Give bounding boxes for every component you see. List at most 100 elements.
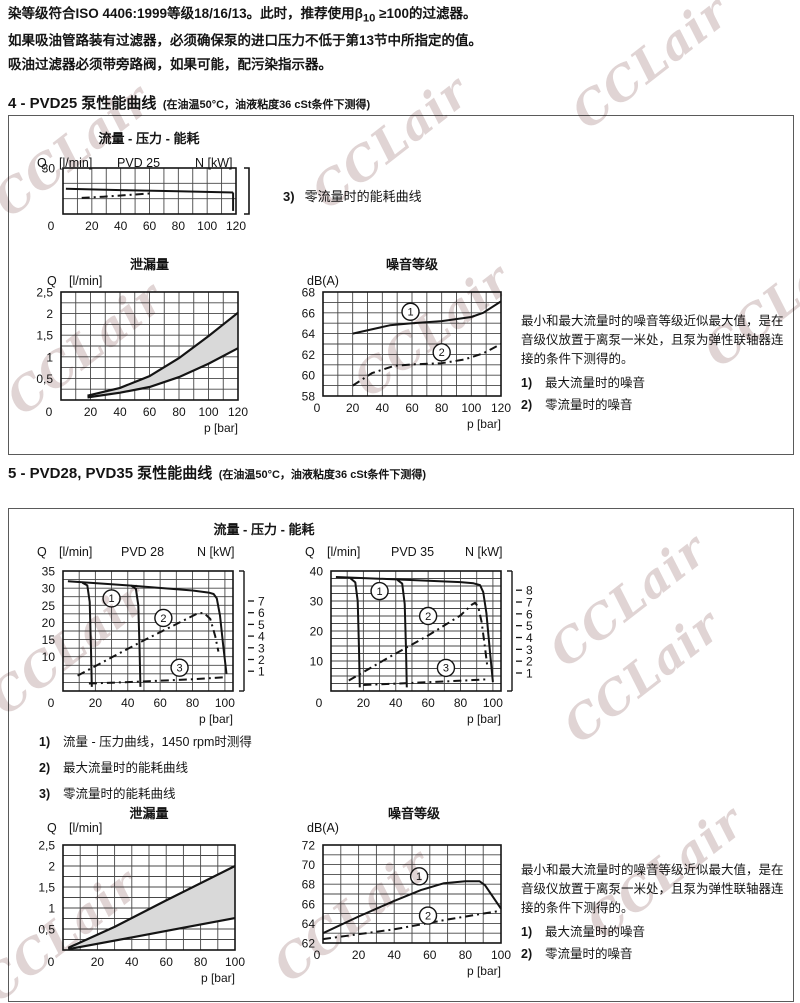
pvd28-flow-pressure-chart: 1 2 3 0 20 40 60 80 100 35 30 25 20 15 10 p [bar] 7 6 5 4 3 2… xyxy=(17,563,281,740)
svg-text:3: 3 xyxy=(443,663,449,675)
pvd25-leakage-chart: 0 20 40 60 80 100 120 2,5 2 1,5 1 0,5 p [bar] xyxy=(15,286,284,449)
item-number: 3) xyxy=(39,787,51,801)
item-text: 流量 - 压力曲线，1450 rpm时测得 xyxy=(63,735,252,749)
svg-text:0,5: 0,5 xyxy=(38,923,55,937)
svg-text:40: 40 xyxy=(114,219,128,232)
svg-text:8: 8 xyxy=(526,584,533,598)
svg-text:p [bar]: p [bar] xyxy=(467,964,501,978)
svg-text:60: 60 xyxy=(143,219,157,232)
svg-text:68: 68 xyxy=(302,286,316,300)
svg-text:40: 40 xyxy=(388,948,402,962)
noise-note-paragraph: 最小和最大流量时的噪音等级近似最大值，是在音级仪放置于离泵一米处，且泵为弹性联轴… xyxy=(521,863,784,915)
svg-text:72: 72 xyxy=(302,839,316,853)
q-axis-unit: [l/min] xyxy=(327,545,361,559)
q-axis-label: Q xyxy=(47,274,57,288)
noise-level-title: 噪音等级 xyxy=(385,257,438,272)
noise-note-paragraph: 最小和最大流量时的噪音等级近似最大值，是在音级仪放置于离泵一米处，且泵为弹性联轴… xyxy=(521,314,784,366)
svg-text:100: 100 xyxy=(198,405,218,419)
svg-text:120: 120 xyxy=(491,401,511,415)
svg-text:0: 0 xyxy=(314,948,321,962)
svg-text:p [bar]: p [bar] xyxy=(201,971,235,985)
svg-text:40: 40 xyxy=(113,405,127,419)
section5-title: 5 - PVD28, PVD35 泵性能曲线 xyxy=(8,465,213,482)
item-number: 1) xyxy=(521,376,533,390)
svg-text:15: 15 xyxy=(42,633,56,647)
noise-item-1: 1) 最大流量时的噪音 xyxy=(521,921,645,940)
svg-text:60: 60 xyxy=(302,369,316,383)
svg-text:64: 64 xyxy=(302,327,316,341)
q-axis-label: Q xyxy=(47,821,57,835)
item-text: 零流量时的能耗曲线 xyxy=(63,787,176,801)
svg-text:7: 7 xyxy=(258,595,265,609)
svg-text:100: 100 xyxy=(461,401,481,415)
svg-text:58: 58 xyxy=(302,390,316,404)
item-number: 1) xyxy=(521,925,533,939)
svg-text:20: 20 xyxy=(91,955,105,969)
svg-text:0: 0 xyxy=(314,401,321,415)
q-axis-unit: [l/min] xyxy=(59,545,93,559)
svg-text:20: 20 xyxy=(42,616,56,630)
svg-text:4: 4 xyxy=(526,631,533,645)
q-axis-unit: [l/min] xyxy=(69,274,103,288)
intro-line-1: 染等级符合ISO 4406:1999等级18/16/13。此时，推荐使用β10 … xyxy=(8,4,728,27)
noise-item-1: 1) 最大流量时的噪音 xyxy=(521,372,645,391)
svg-text:p [bar]: p [bar] xyxy=(204,421,238,435)
svg-text:30: 30 xyxy=(42,162,56,176)
svg-text:100: 100 xyxy=(197,219,217,232)
svg-text:2: 2 xyxy=(425,910,431,922)
svg-text:20: 20 xyxy=(84,405,98,419)
n-axis-label: N [kW] xyxy=(465,545,503,559)
svg-text:68: 68 xyxy=(302,878,316,892)
item-number: 2) xyxy=(521,947,533,961)
svg-text:80: 80 xyxy=(435,401,449,415)
section4-panel: 流量 - 压力 - 能耗 Q [l/min] PVD 25 N [kW] 0 20… xyxy=(8,115,794,455)
item-text: 零流量时的噪音 xyxy=(545,398,633,412)
svg-text:p [bar]: p [bar] xyxy=(199,712,233,726)
svg-text:80: 80 xyxy=(172,405,186,419)
q-axis-label: Q xyxy=(305,545,315,559)
svg-text:25: 25 xyxy=(42,599,56,613)
svg-text:5: 5 xyxy=(526,619,533,633)
intro-line-3: 吸油过滤器必须带旁路阀，如果可能，配污染指示器。 xyxy=(8,56,332,72)
svg-text:p [bar]: p [bar] xyxy=(467,417,501,431)
pump-model-label: PVD 25 xyxy=(117,156,161,170)
pump-model-label: PVD 35 xyxy=(391,545,435,559)
svg-text:7: 7 xyxy=(526,596,533,610)
svg-text:1,5: 1,5 xyxy=(38,881,55,895)
svg-text:1: 1 xyxy=(109,593,115,605)
noise-level-title: 噪音等级 xyxy=(387,806,440,821)
db-axis-label: dB(A) xyxy=(307,274,339,288)
db-axis-label: dB(A) xyxy=(307,821,339,835)
svg-text:80: 80 xyxy=(172,219,186,232)
noise-item-2: 2) 零流量时的噪音 xyxy=(521,394,633,413)
svg-text:2,5: 2,5 xyxy=(38,839,55,853)
svg-text:100: 100 xyxy=(215,696,235,710)
svg-text:66: 66 xyxy=(302,306,316,320)
svg-text:2: 2 xyxy=(160,613,166,625)
svg-text:30: 30 xyxy=(310,595,324,609)
svg-text:1: 1 xyxy=(407,307,413,319)
svg-text:10: 10 xyxy=(310,655,324,669)
pvd28-35-noise-chart: 1 2 0 20 40 60 80 100 72 70 68 66 64 62 p [bar] xyxy=(277,839,547,992)
svg-text:6: 6 xyxy=(526,607,533,621)
item-number: 2) xyxy=(521,398,533,412)
svg-text:40: 40 xyxy=(310,565,324,579)
pvd25-flow-pressure-chart: 02040608010012030p [bar] xyxy=(17,162,282,249)
pump-model-label: PVD 28 xyxy=(121,545,165,559)
legend-item-2: 2) 最大流量时的能耗曲线 xyxy=(39,757,188,776)
svg-text:1: 1 xyxy=(258,665,265,679)
svg-text:5: 5 xyxy=(258,618,265,632)
svg-text:66: 66 xyxy=(302,897,316,911)
svg-text:6: 6 xyxy=(258,606,265,620)
svg-text:1: 1 xyxy=(48,902,55,916)
svg-text:3: 3 xyxy=(526,643,533,657)
zero-flow-power-note: 3) 零流量时的能耗曲线 xyxy=(283,186,422,205)
svg-text:62: 62 xyxy=(302,937,316,951)
svg-text:2: 2 xyxy=(258,653,265,667)
section4-header: 4 - PVD25 泵性能曲线 (在油温50°C，油液粘度36 cSt条件下测得… xyxy=(8,92,370,113)
svg-text:40: 40 xyxy=(389,696,403,710)
intro-paragraph: 染等级符合ISO 4406:1999等级18/16/13。此时，推荐使用β10 … xyxy=(8,4,728,78)
n-axis-label: N [kW] xyxy=(195,156,233,170)
pvd35-flow-pressure-chart: 1 2 3 0 20 40 60 80 100 40 30 20 10 p [bar] 8 7 6 5 4 3 2 1 xyxy=(285,563,549,740)
